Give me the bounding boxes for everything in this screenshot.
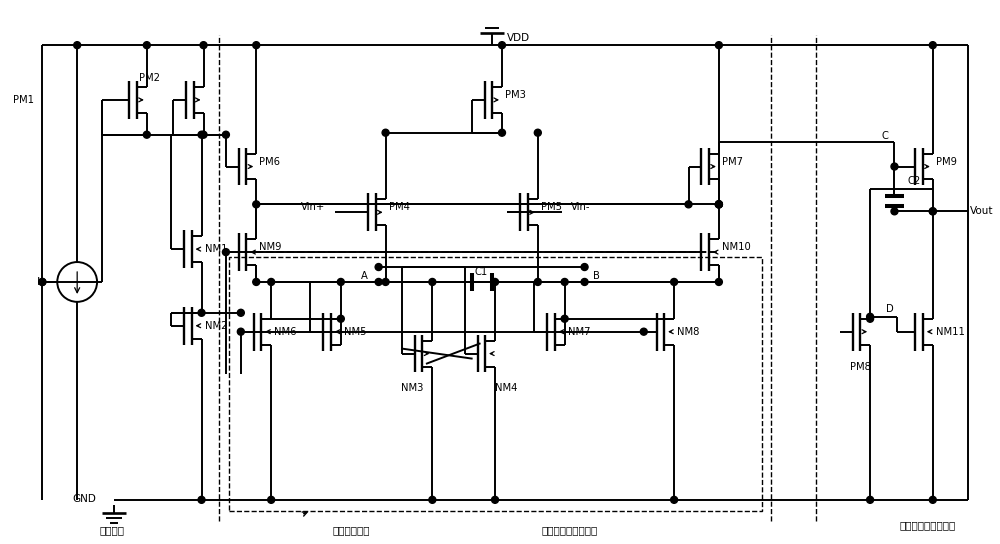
- Circle shape: [429, 279, 436, 286]
- Text: NM11: NM11: [936, 327, 965, 337]
- Circle shape: [534, 129, 541, 136]
- Text: PM8: PM8: [850, 362, 871, 372]
- Circle shape: [561, 316, 568, 322]
- Circle shape: [867, 316, 874, 322]
- Circle shape: [222, 249, 229, 256]
- Bar: [229, 257, 762, 511]
- Circle shape: [867, 496, 874, 503]
- Circle shape: [671, 496, 678, 503]
- Text: NM4: NM4: [495, 384, 517, 393]
- Circle shape: [143, 131, 150, 138]
- Circle shape: [715, 279, 722, 286]
- Text: GND: GND: [72, 494, 96, 504]
- Text: NM9: NM9: [259, 242, 282, 252]
- Circle shape: [198, 496, 205, 503]
- Text: NM8: NM8: [677, 327, 699, 337]
- Text: PM2: PM2: [139, 73, 160, 83]
- Circle shape: [382, 279, 389, 286]
- Circle shape: [715, 201, 722, 208]
- Circle shape: [39, 279, 46, 286]
- Circle shape: [375, 263, 382, 270]
- Circle shape: [198, 310, 205, 316]
- Text: PM4: PM4: [389, 202, 409, 212]
- Circle shape: [237, 328, 244, 335]
- Circle shape: [685, 201, 692, 208]
- Text: NM5: NM5: [344, 327, 366, 337]
- Circle shape: [253, 279, 260, 286]
- Circle shape: [492, 279, 499, 286]
- Circle shape: [715, 201, 722, 208]
- Circle shape: [640, 328, 647, 335]
- Text: NM10: NM10: [722, 242, 751, 252]
- Text: A: A: [361, 271, 368, 281]
- Text: D: D: [886, 304, 893, 314]
- Text: NM6: NM6: [274, 327, 297, 337]
- Circle shape: [867, 313, 874, 320]
- Circle shape: [891, 163, 898, 170]
- Circle shape: [39, 279, 46, 286]
- Circle shape: [492, 496, 499, 503]
- Circle shape: [715, 201, 722, 208]
- Text: 第一级运算放大电路: 第一级运算放大电路: [542, 524, 598, 535]
- Text: NM2: NM2: [205, 321, 227, 331]
- Circle shape: [253, 42, 260, 48]
- Circle shape: [337, 316, 344, 322]
- Circle shape: [198, 131, 205, 138]
- Circle shape: [715, 201, 722, 208]
- Text: PM5: PM5: [541, 202, 562, 212]
- Circle shape: [581, 263, 588, 270]
- Circle shape: [337, 279, 344, 286]
- Circle shape: [375, 279, 382, 286]
- Circle shape: [534, 279, 541, 286]
- Circle shape: [237, 310, 244, 316]
- Text: NM3: NM3: [401, 384, 423, 393]
- Text: PM7: PM7: [722, 157, 743, 166]
- Circle shape: [581, 279, 588, 286]
- Circle shape: [268, 279, 275, 286]
- Text: I: I: [37, 277, 41, 287]
- Text: NM1: NM1: [205, 244, 227, 254]
- Text: 偏置电路: 偏置电路: [99, 524, 124, 535]
- Text: C2: C2: [907, 176, 921, 187]
- Circle shape: [499, 42, 505, 48]
- Circle shape: [561, 279, 568, 286]
- Circle shape: [200, 42, 207, 48]
- Circle shape: [929, 496, 936, 503]
- Text: PM3: PM3: [505, 90, 526, 100]
- Text: PM1: PM1: [13, 95, 34, 105]
- Circle shape: [929, 208, 936, 215]
- Text: Vout: Vout: [970, 206, 993, 217]
- Circle shape: [715, 42, 722, 48]
- Text: NM7: NM7: [568, 327, 590, 337]
- Text: VDD: VDD: [507, 33, 530, 43]
- Text: 电容倍增电路: 电容倍增电路: [332, 524, 370, 535]
- Circle shape: [671, 279, 678, 286]
- Circle shape: [143, 42, 150, 48]
- Circle shape: [200, 131, 207, 138]
- Text: 第二级运算放大电路: 第二级运算放大电路: [900, 520, 956, 530]
- Circle shape: [222, 131, 229, 138]
- Text: C1: C1: [475, 267, 488, 277]
- Circle shape: [891, 208, 898, 215]
- Circle shape: [929, 42, 936, 48]
- Circle shape: [74, 42, 81, 48]
- Text: Vin-: Vin-: [571, 202, 590, 212]
- Circle shape: [499, 129, 505, 136]
- Circle shape: [268, 496, 275, 503]
- Text: Vin+: Vin+: [301, 202, 325, 212]
- Circle shape: [429, 496, 436, 503]
- Circle shape: [253, 201, 260, 208]
- Text: PM9: PM9: [936, 157, 957, 166]
- Circle shape: [929, 208, 936, 215]
- Circle shape: [382, 129, 389, 136]
- Text: PM6: PM6: [259, 157, 280, 166]
- Text: C: C: [881, 131, 888, 141]
- Text: B: B: [593, 271, 600, 281]
